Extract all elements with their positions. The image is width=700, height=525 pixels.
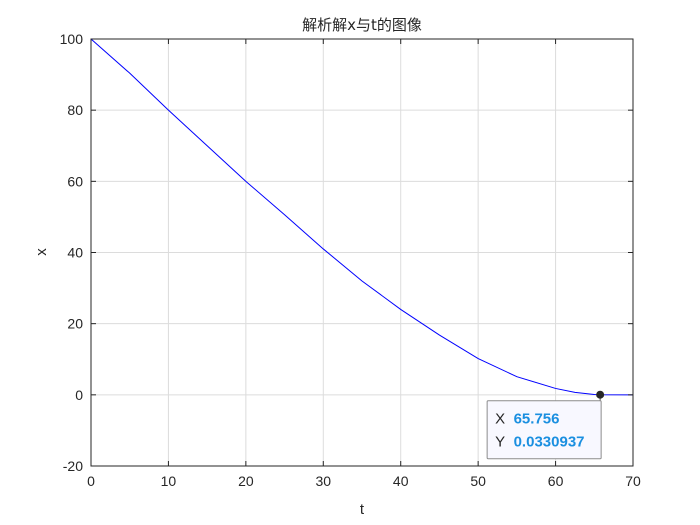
x-tick-label: 50 [470, 473, 486, 489]
datatip-y-value: 0.0330937 [514, 434, 585, 451]
x-tick-label: 60 [548, 473, 564, 489]
x-tick-label: 20 [238, 473, 254, 489]
chart-title: 解析解x与t的图像 [302, 16, 422, 34]
y-axis-label: x [33, 248, 50, 256]
datatip-y-row: Y 0.0330937 [495, 434, 584, 451]
datatip-x-row: X 65.756 [495, 411, 559, 428]
datatip-x-value: 65.756 [514, 411, 560, 428]
y-tick-label: 40 [67, 245, 83, 261]
y-tick-label: 80 [67, 102, 83, 118]
y-tick-label: 0 [75, 387, 83, 403]
x-axis-label: t [360, 501, 365, 518]
datatip[interactable]: X 65.756 Y 0.0330937 [486, 390, 605, 460]
x-tick-label: 0 [87, 473, 95, 489]
grid [91, 39, 633, 466]
datatip-x-key: X [495, 411, 505, 428]
series-line [90, 38, 634, 396]
series-layer [90, 38, 634, 396]
x-tick-label: 10 [161, 473, 177, 489]
x-tick-label: 40 [393, 473, 409, 489]
datatip-y-key: Y [495, 434, 505, 451]
datatip-box[interactable] [486, 400, 602, 460]
y-tick-label: 100 [60, 31, 84, 47]
y-tick-label: 20 [67, 316, 83, 332]
x-tick-label: 70 [625, 473, 641, 489]
y-tick-label: -20 [63, 458, 83, 474]
x-tick-label: 30 [315, 473, 331, 489]
datatip-marker[interactable] [596, 390, 605, 399]
y-tick-label: 60 [67, 173, 83, 189]
